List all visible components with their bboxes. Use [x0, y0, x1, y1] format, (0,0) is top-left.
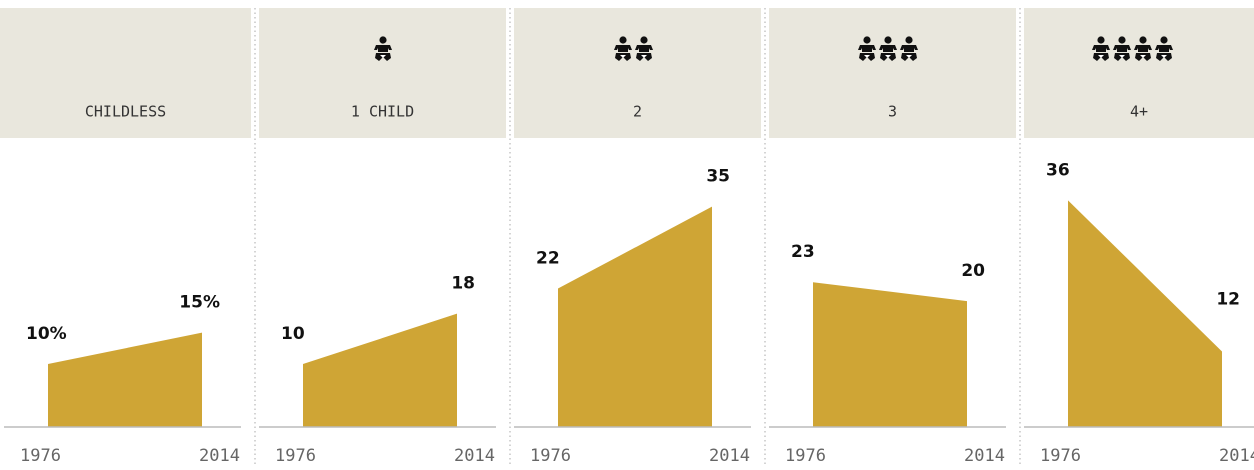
data-label: 10 [281, 324, 305, 344]
x-tick-label: 1976 [530, 446, 571, 466]
data-label: 22 [536, 249, 560, 269]
area [1068, 200, 1222, 427]
panel-title: CHILDLESS [85, 103, 166, 121]
x-tick-label: 2014 [199, 446, 240, 466]
x-tick-label: 2014 [964, 446, 1005, 466]
panel-header [769, 8, 1016, 138]
panel-title: 2 [633, 103, 642, 121]
data-label: 15% [179, 293, 220, 313]
area [48, 332, 202, 427]
x-tick-label: 2014 [1219, 446, 1254, 466]
panel-header [1024, 8, 1254, 138]
data-label: 23 [791, 242, 815, 262]
x-tick-label: 2014 [709, 446, 750, 466]
area [303, 313, 457, 427]
panel-header [514, 8, 761, 138]
x-tick-label: 2014 [454, 446, 495, 466]
panel-title: 4+ [1130, 103, 1148, 121]
data-label: 35 [706, 167, 730, 187]
x-tick-label: 1976 [1040, 446, 1081, 466]
data-label: 36 [1046, 160, 1070, 180]
panel-title: 1 CHILD [351, 103, 414, 121]
x-tick-label: 1976 [20, 446, 61, 466]
data-label: 10% [26, 324, 67, 344]
panel-header [0, 8, 251, 138]
panel-title: 3 [888, 103, 897, 121]
panel-header [259, 8, 506, 138]
x-tick-label: 1976 [275, 446, 316, 466]
data-label: 18 [451, 274, 475, 294]
area [558, 206, 712, 427]
data-label: 12 [1216, 289, 1240, 309]
x-tick-label: 1976 [785, 446, 826, 466]
area [813, 282, 967, 427]
data-label: 20 [961, 261, 985, 281]
